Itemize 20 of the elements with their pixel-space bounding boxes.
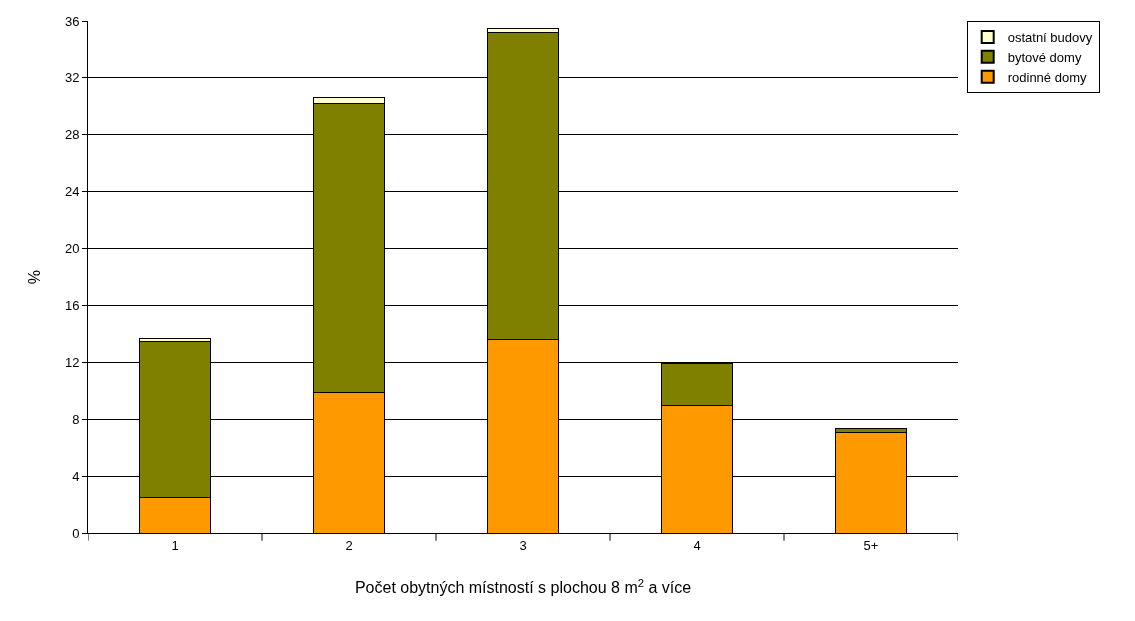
legend-label: rodinné domy — [1007, 69, 1087, 85]
x-tick-label: 5+ — [863, 537, 879, 553]
y-tick-label: 32 — [64, 70, 80, 86]
legend-label: bytové domy — [1007, 49, 1082, 65]
y-tick-label: 8 — [72, 411, 80, 427]
y-tick-label: 36 — [64, 13, 80, 29]
x-tick-label: 2 — [345, 537, 353, 553]
legend-label: ostatní budovy — [1007, 30, 1093, 46]
y-tick-label: 0 — [72, 525, 80, 541]
x-tick-label: 4 — [693, 537, 701, 553]
x-tick-label: 3 — [519, 537, 527, 553]
x-axis-title: Počet obytných místností s plochou 8 m$^{2}$ a více — [354, 576, 692, 597]
y-tick-label: 16 — [64, 297, 80, 313]
y-tick-label: 20 — [64, 241, 80, 257]
y-tick-label: 4 — [72, 468, 80, 484]
y-axis-title: % — [25, 269, 43, 285]
y-tick-label: 28 — [64, 127, 80, 143]
y-tick-label: 12 — [64, 354, 80, 370]
y-tick-label: 24 — [64, 184, 80, 200]
x-tick-label: 1 — [171, 537, 179, 553]
